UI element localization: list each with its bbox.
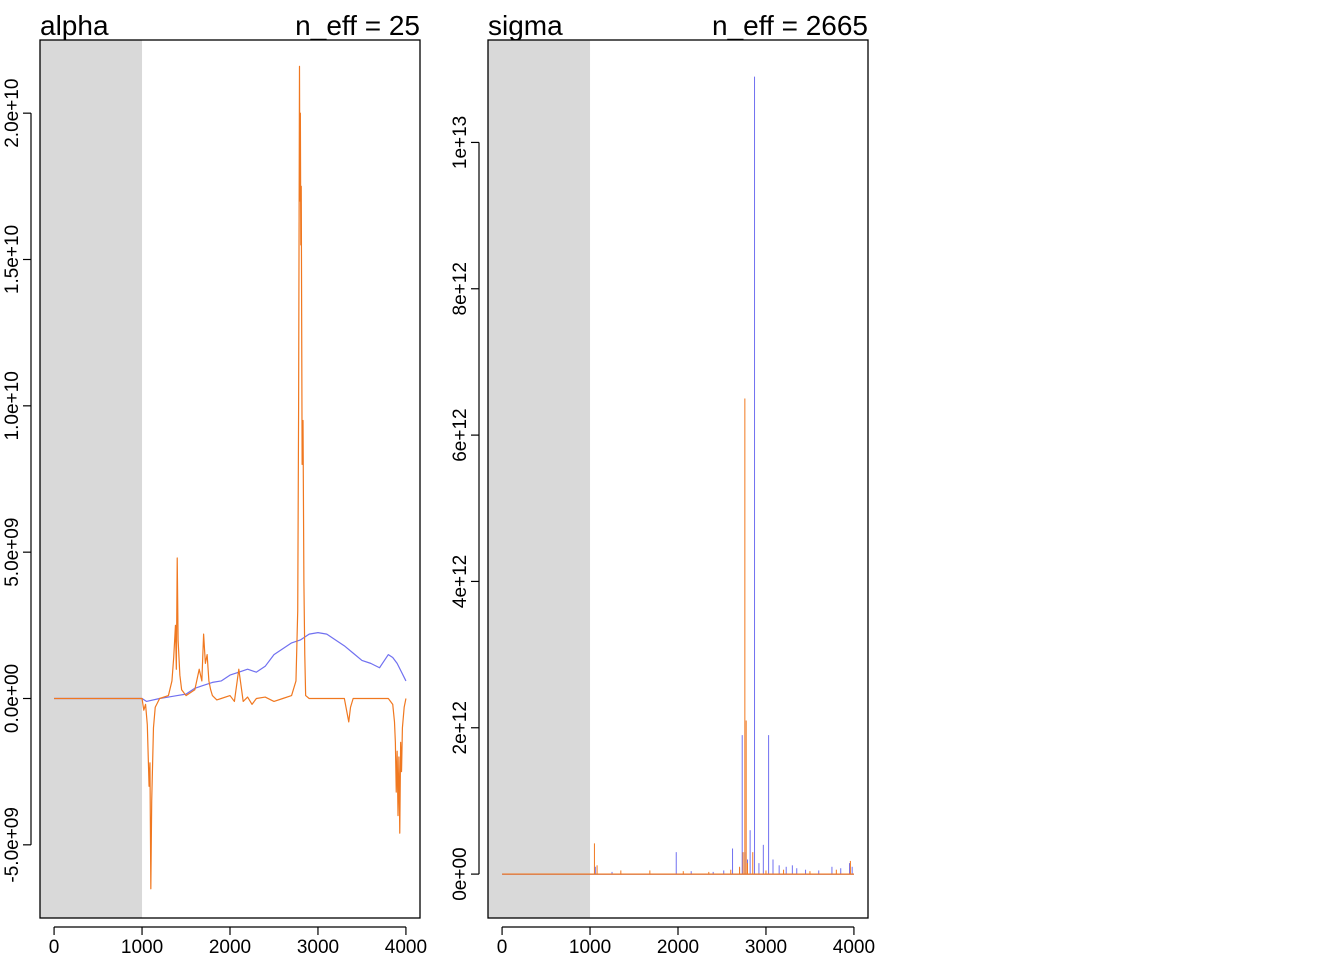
warmup-region [488,40,591,918]
sigma-trace-panel: sigma n_eff = 2665 0 1000 2000 3000 4000 0e+0… [450,10,875,958]
x-axis: 0 1000 2000 3000 4000 [49,926,427,958]
series-group [502,76,854,875]
x-tick-label: 4000 [385,937,427,958]
warmup-region [40,40,143,918]
alpha-trace-panel: alpha n_eff = 25 0 1000 2000 3000 4000 -5.0e+… [2,10,427,958]
y-tick-label: 8e+12 [450,262,471,315]
y-tick-label: 0.0e+00 [2,664,23,733]
x-tick-label: 2000 [209,937,251,958]
series-line-1 [54,65,407,890]
y-tick-label: 0e+00 [450,847,471,900]
series-line-0 [54,632,407,703]
x-tick-label: 3000 [745,937,787,958]
y-tick-label: 4e+12 [450,555,471,608]
y-tick-label: 5.0e+09 [2,518,23,587]
x-tick-label: 2000 [657,937,699,958]
y-tick-label: 1e+13 [450,116,471,169]
n-eff-annotation: n_eff = 25 [295,10,420,41]
y-tick-label: -5.0e+09 [2,807,23,883]
y-tick-label: 2e+12 [450,701,471,754]
x-tick-label: 0 [497,937,508,958]
panel-title: sigma [488,10,563,41]
panel-title: alpha [40,10,109,41]
plot-frame [487,39,869,919]
n-eff-annotation: n_eff = 2665 [712,10,868,41]
x-tick-label: 3000 [297,937,339,958]
x-tick-label: 1000 [121,937,163,958]
y-tick-label: 6e+12 [450,408,471,461]
y-tick-label: 1.0e+10 [2,371,23,440]
x-tick-label: 0 [49,937,60,958]
y-tick-label: 2.0e+10 [2,79,23,148]
y-axis: -5.0e+09 0.0e+00 5.0e+09 1.0e+10 1.5e+10 2.0e… [2,79,32,883]
x-tick-label: 4000 [833,937,875,958]
x-axis: 0 1000 2000 3000 4000 [497,926,875,958]
plot-frame [39,39,421,919]
y-tick-label: 1.5e+10 [2,225,23,294]
x-tick-label: 1000 [569,937,611,958]
series-group [54,65,407,890]
y-axis: 0e+00 2e+12 4e+12 6e+12 8e+12 1e+13 [450,116,480,901]
